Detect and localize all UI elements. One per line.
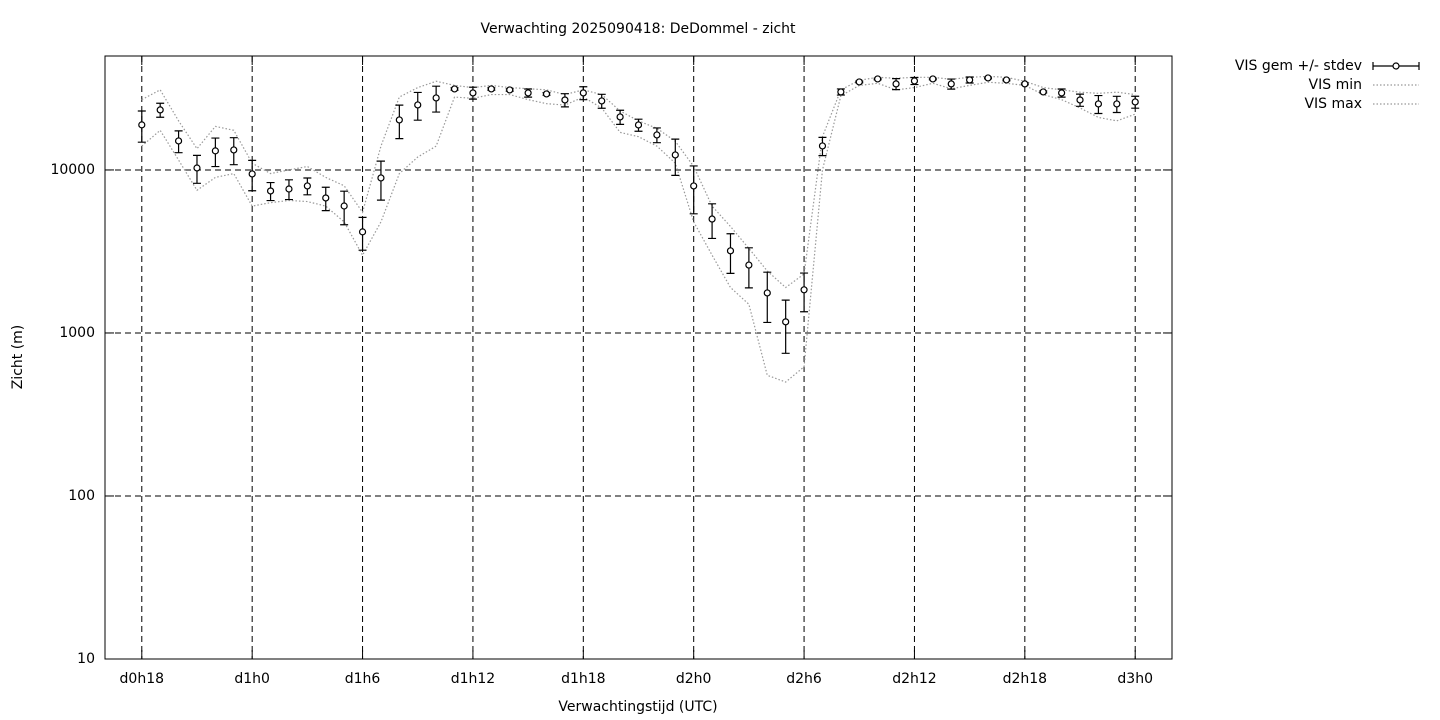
data-point bbox=[1039, 88, 1047, 96]
data-point bbox=[1076, 96, 1084, 104]
legend-label: VIS max bbox=[1304, 96, 1362, 112]
data-point bbox=[138, 121, 146, 129]
legend-symbol bbox=[1392, 62, 1400, 70]
x-tick-label: d1h18 bbox=[561, 671, 605, 687]
data-point bbox=[910, 77, 919, 85]
data-point bbox=[506, 86, 514, 94]
data-point bbox=[616, 113, 624, 121]
data-point bbox=[358, 228, 367, 236]
x-tick-label: d2h6 bbox=[786, 671, 822, 687]
x-tick-label: d2h18 bbox=[1003, 671, 1047, 687]
data-point bbox=[211, 147, 219, 155]
series-line bbox=[141, 81, 1136, 383]
y-tick-label: 100 bbox=[68, 488, 95, 504]
error-bar bbox=[781, 299, 790, 354]
data-point bbox=[322, 194, 330, 202]
data-point bbox=[653, 131, 661, 139]
y-axis-label: Zicht (m) bbox=[10, 325, 26, 390]
data-point bbox=[634, 121, 643, 129]
x-tick-label: d2h12 bbox=[892, 671, 936, 687]
data-point bbox=[1131, 98, 1139, 106]
data-point bbox=[690, 182, 698, 190]
plot-frame bbox=[104, 55, 1173, 660]
x-tick-label: d1h6 bbox=[345, 671, 381, 687]
data-point bbox=[966, 76, 974, 84]
data-point bbox=[156, 106, 164, 114]
data-point bbox=[598, 97, 606, 105]
data-point bbox=[469, 89, 477, 97]
chart-title: Verwachting 2025090418: DeDommel - zicht bbox=[480, 21, 796, 37]
x-tick-label: d2h0 bbox=[676, 671, 712, 687]
data-point bbox=[947, 80, 955, 88]
data-point bbox=[1113, 100, 1121, 108]
data-point bbox=[524, 89, 532, 97]
x-tick-label: d1h12 bbox=[451, 671, 495, 687]
error-bar bbox=[689, 165, 698, 215]
data-point bbox=[285, 185, 293, 193]
data-point bbox=[818, 142, 827, 150]
data-point bbox=[248, 170, 256, 178]
data-point bbox=[542, 90, 551, 98]
data-point bbox=[395, 116, 403, 124]
data-point bbox=[708, 215, 716, 223]
data-point bbox=[487, 85, 495, 93]
data-point bbox=[1021, 80, 1029, 88]
x-axis-label: Verwachtingstijd (UTC) bbox=[558, 699, 717, 715]
data-point bbox=[579, 89, 587, 97]
data-point bbox=[745, 261, 753, 269]
data-point bbox=[855, 78, 863, 86]
data-point bbox=[929, 75, 937, 83]
data-point bbox=[1002, 76, 1011, 84]
x-tick-label: d0h18 bbox=[120, 671, 164, 687]
data-point bbox=[450, 85, 459, 93]
data-point bbox=[230, 146, 238, 154]
data-point bbox=[340, 202, 348, 210]
data-point bbox=[174, 137, 183, 145]
legend-label: VIS gem +/- stdev bbox=[1235, 58, 1362, 74]
data-point bbox=[1094, 100, 1103, 108]
y-tick-label: 10000 bbox=[50, 162, 95, 178]
data-point bbox=[193, 164, 201, 172]
data-point bbox=[266, 187, 275, 195]
y-tick-label: 1000 bbox=[59, 325, 95, 341]
data-point bbox=[561, 96, 569, 104]
x-tick-label: d1h0 bbox=[234, 671, 270, 687]
data-point bbox=[763, 289, 771, 297]
data-point bbox=[984, 74, 992, 82]
legend-label: VIS min bbox=[1309, 77, 1362, 93]
data-point bbox=[303, 182, 311, 190]
data-point bbox=[782, 318, 790, 326]
data-point bbox=[800, 286, 808, 294]
data-point bbox=[1058, 89, 1066, 97]
data-point bbox=[414, 101, 422, 109]
error-bar bbox=[763, 271, 772, 324]
y-tick-label: 10 bbox=[77, 651, 95, 667]
data-point bbox=[671, 151, 679, 159]
data-point bbox=[837, 88, 845, 96]
x-tick-label: d3h0 bbox=[1117, 671, 1153, 687]
data-point bbox=[874, 75, 882, 83]
data-point bbox=[726, 247, 735, 255]
data-point bbox=[892, 80, 900, 88]
data-point bbox=[377, 174, 385, 182]
data-point bbox=[432, 94, 440, 102]
